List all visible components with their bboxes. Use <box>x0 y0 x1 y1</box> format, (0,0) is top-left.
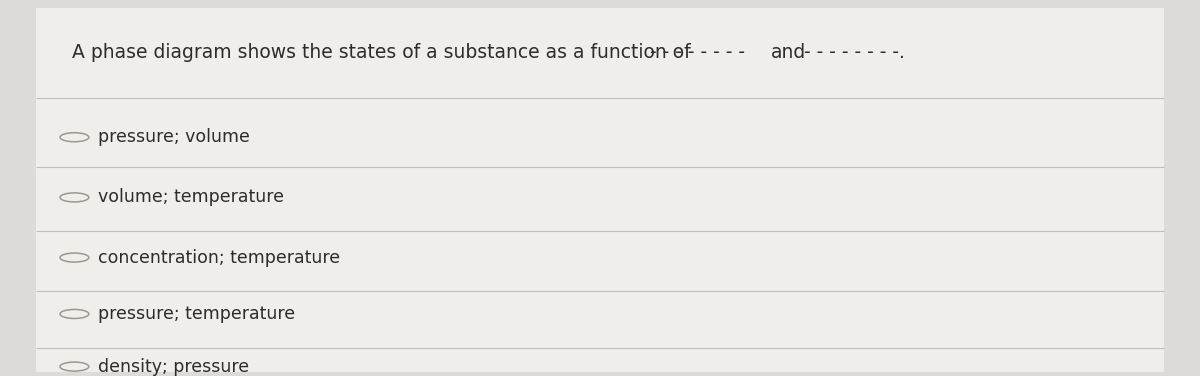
FancyBboxPatch shape <box>36 8 1164 372</box>
Text: - - - - - - - -: - - - - - - - - <box>650 43 745 62</box>
Text: pressure; volume: pressure; volume <box>98 128 251 146</box>
Text: volume; temperature: volume; temperature <box>98 188 284 206</box>
Text: - - - - - - - -.: - - - - - - - -. <box>804 43 905 62</box>
Text: pressure; temperature: pressure; temperature <box>98 305 295 323</box>
Text: density; pressure: density; pressure <box>98 358 250 376</box>
Text: and: and <box>770 43 805 62</box>
Text: A phase diagram shows the states of a substance as a function of: A phase diagram shows the states of a su… <box>72 43 697 62</box>
Text: concentration; temperature: concentration; temperature <box>98 249 341 267</box>
